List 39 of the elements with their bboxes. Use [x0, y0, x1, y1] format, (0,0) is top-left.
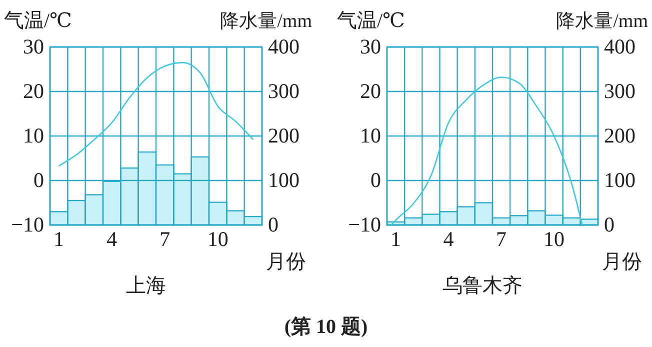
y-tick-label: 0 [370, 168, 381, 192]
y-tick-label: −10 [11, 212, 44, 237]
y2-tick-label: 300 [604, 79, 636, 104]
y2-tick-label: 0 [268, 212, 278, 237]
y-tick-label: 0 [34, 168, 44, 192]
y2-tick-label: 200 [604, 124, 636, 148]
y-tick-label: 30 [23, 34, 44, 59]
y2-tick-label: 100 [604, 168, 636, 192]
y2-tick-label: 400 [268, 34, 300, 59]
y2-tick-label: 200 [268, 124, 300, 148]
x-tick-label: 1 [54, 226, 64, 251]
x-tick-label: 10 [207, 226, 228, 251]
text: 上海 [126, 275, 166, 297]
y-tick-label: −10 [348, 212, 381, 237]
y-tick-label: 20 [23, 79, 44, 104]
y-tick-label: 30 [360, 34, 381, 59]
y2-tick-label: 300 [268, 79, 300, 104]
x-tick-label: 4 [106, 226, 118, 251]
line-series [390, 76, 583, 226]
y2-tick-label: 400 [604, 34, 636, 59]
y2-tick-label: 100 [268, 168, 300, 192]
y-tick-label: 10 [360, 124, 381, 148]
y-axis-title: 气温/℃ [4, 10, 72, 32]
x-tick-label: 4 [443, 226, 454, 251]
x-axis-title: 月份 [266, 251, 306, 273]
y2-axis-title: 降水量/mm [556, 11, 648, 32]
x-tick-label: 1 [390, 226, 402, 251]
x-tick-label: 7 [160, 226, 170, 251]
text: (第 10 题) [284, 316, 368, 338]
x-tick-label: 7 [496, 226, 507, 251]
x-axis-title: 月份 [602, 251, 642, 273]
y2-axis-title: 降水量/mm [220, 11, 312, 32]
x-tick-label: 10 [544, 226, 565, 251]
y-tick-label: 20 [360, 79, 381, 104]
y2-tick-label: 0 [604, 212, 614, 237]
line-series [58, 62, 254, 166]
y-axis-title: 气温/℃ [337, 10, 405, 32]
y-tick-label: 10 [23, 124, 44, 148]
text: 乌鲁木齐 [442, 275, 522, 297]
